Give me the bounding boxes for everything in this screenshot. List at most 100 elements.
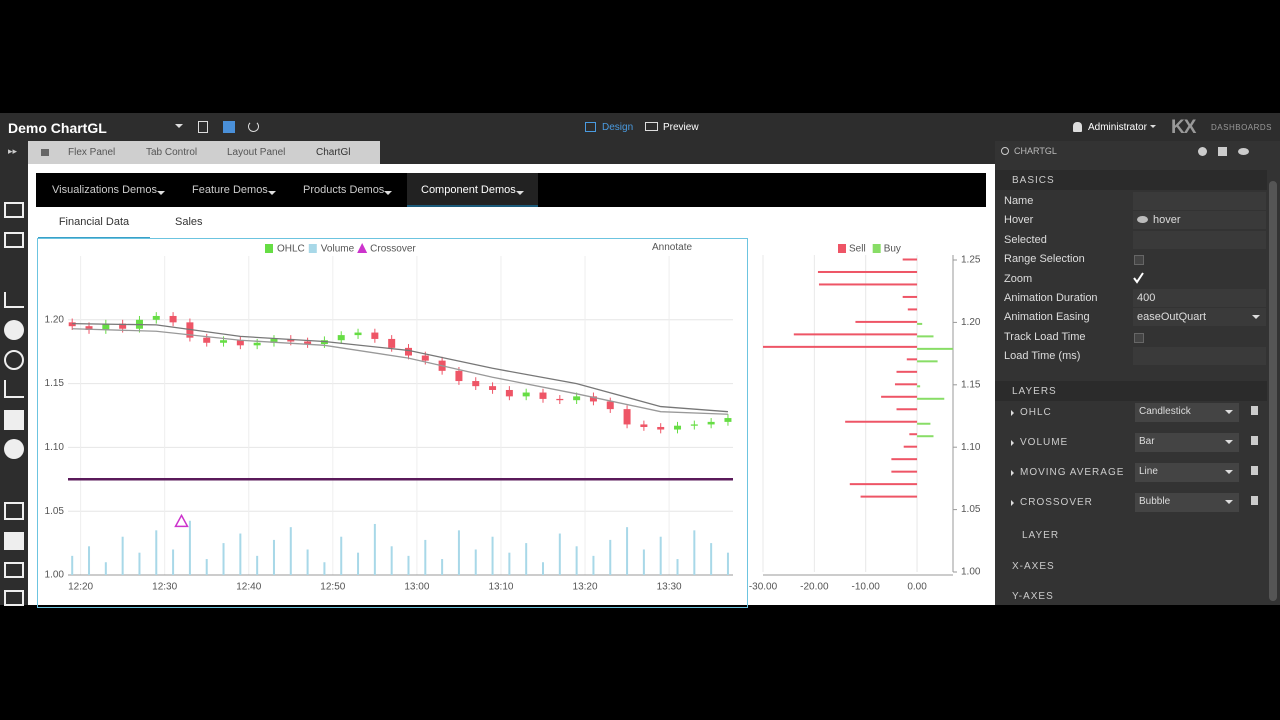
icon-design[interactable] — [585, 122, 596, 132]
property-field[interactable] — [1133, 192, 1266, 210]
sidebar-icon[interactable] — [4, 439, 24, 459]
property-field[interactable]: 400 — [1133, 289, 1266, 307]
search-icon[interactable] — [1001, 147, 1009, 155]
candle-body — [304, 341, 312, 345]
bar — [860, 495, 918, 498]
checkbox[interactable] — [1134, 255, 1144, 266]
section-title[interactable]: LAYERS — [1012, 386, 1057, 397]
legend-label: Sell — [849, 244, 866, 255]
chart-frame — [37, 238, 748, 608]
annotate-button[interactable]: Annotate — [652, 242, 693, 253]
bar — [917, 435, 934, 438]
delete-icon[interactable] — [1251, 496, 1258, 505]
bar — [817, 270, 918, 273]
y-tick-label: 1.15 — [961, 379, 981, 390]
section-title[interactable]: BASICS — [1012, 175, 1055, 186]
candle-body — [85, 326, 93, 331]
layer-type[interactable]: Bubble — [1135, 493, 1239, 512]
volume-bar — [592, 555, 595, 575]
layer-name[interactable]: MOVING AVERAGE — [1020, 467, 1125, 478]
bar — [917, 335, 934, 338]
scrollbar[interactable] — [1269, 181, 1277, 601]
candle-body — [354, 332, 362, 336]
preview-button[interactable]: Preview — [663, 122, 699, 133]
panel-icon[interactable] — [1218, 147, 1227, 156]
x-tick-label: 13:30 — [657, 582, 682, 593]
menu-item[interactable]: Feature Demos — [192, 184, 282, 196]
candle-body — [169, 315, 177, 323]
bar — [917, 385, 921, 388]
property-field[interactable] — [1133, 230, 1266, 249]
expand-icon[interactable]: ▸▸ — [8, 146, 18, 156]
delete-icon[interactable] — [1251, 406, 1258, 415]
sidebar-icon[interactable] — [4, 410, 24, 430]
icon-undo[interactable] — [248, 121, 259, 132]
section-header[interactable]: BASICS — [995, 170, 1267, 190]
checkbox[interactable] — [1134, 332, 1144, 343]
x-tick-label: 12:50 — [320, 582, 345, 593]
menu-item[interactable]: Component Demos — [421, 184, 530, 196]
legend-marker — [838, 244, 846, 253]
checkbox[interactable] — [1133, 272, 1144, 285]
sidebar-icon[interactable] — [4, 562, 24, 578]
sidebar-icon[interactable] — [4, 232, 24, 248]
breadcrumb-item[interactable]: ChartGl — [316, 147, 351, 158]
property-label: Selected — [1004, 233, 1047, 246]
layer-name[interactable]: OHLC — [1020, 407, 1052, 418]
candle-body — [421, 355, 429, 361]
home-icon[interactable] — [41, 149, 49, 156]
menu-item[interactable]: Visualizations Demos — [52, 184, 171, 196]
volume-bar — [726, 552, 729, 575]
icon-user[interactable] — [1073, 122, 1082, 132]
layer-caret — [1011, 440, 1017, 446]
layer-name[interactable]: VOLUME — [1020, 437, 1069, 448]
delete-icon[interactable] — [1251, 466, 1258, 475]
add-layer[interactable]: LAYER — [1022, 530, 1060, 541]
tab-active[interactable]: Financial Data — [38, 216, 150, 238]
design-button[interactable]: Design — [602, 122, 634, 133]
sidebar-icon[interactable] — [4, 350, 24, 370]
sidebar-icon[interactable] — [4, 292, 24, 308]
volume-bar — [222, 543, 225, 575]
sidebar-icon[interactable] — [4, 502, 24, 520]
volume-bar — [542, 562, 544, 575]
legend-label: OHLC — [277, 244, 305, 255]
legend-marker — [872, 244, 881, 253]
icon-preview[interactable] — [645, 122, 658, 131]
panel-icon[interactable] — [1198, 147, 1207, 156]
breadcrumb-item[interactable]: Flex Panel — [68, 147, 116, 158]
property-field[interactable]: easeOutQuart — [1133, 308, 1266, 327]
layer-name[interactable]: CROSSOVER — [1020, 497, 1093, 508]
app-title[interactable]: Demo ChartGL — [8, 120, 107, 136]
sidebar-icon[interactable] — [4, 202, 24, 218]
candle-body — [606, 401, 614, 410]
tab[interactable]: Sales — [175, 216, 203, 228]
layer-type[interactable]: Candlestick — [1135, 403, 1239, 422]
sidebar-icon[interactable] — [4, 532, 24, 550]
menu-item-active[interactable]: Component Demos — [407, 173, 538, 207]
menu-item[interactable]: Products Demos — [303, 184, 398, 196]
panel-icon[interactable] — [1238, 148, 1249, 155]
icon-new[interactable] — [198, 121, 208, 133]
sidebar-icon[interactable] — [4, 380, 24, 398]
x-tick-label: 13:20 — [573, 582, 598, 593]
candle-body — [724, 418, 732, 422]
section-header[interactable]: LAYERS — [995, 381, 1267, 401]
layer-type[interactable]: Line — [1135, 463, 1239, 482]
delete-icon[interactable] — [1251, 436, 1258, 445]
breadcrumb-item[interactable]: Tab Control — [146, 147, 198, 158]
user-menu[interactable]: Administrator — [1088, 122, 1147, 133]
sidebar-icon[interactable] — [4, 590, 24, 606]
y-tick-label: 1.20 — [45, 314, 65, 325]
candle-body — [287, 338, 295, 342]
breadcrumb-item[interactable]: Layout Panel — [227, 147, 286, 158]
property-field[interactable]: hover — [1133, 211, 1266, 230]
title-caret[interactable] — [175, 124, 183, 132]
section-title[interactable]: Y-AXES — [1012, 591, 1054, 602]
layer-type[interactable]: Bar — [1135, 433, 1239, 452]
section-title[interactable]: X-AXES — [1012, 561, 1055, 572]
sidebar-icon[interactable] — [4, 320, 24, 340]
icon-save[interactable] — [223, 121, 235, 133]
property-field[interactable] — [1133, 347, 1266, 366]
user-caret[interactable] — [1150, 125, 1156, 131]
